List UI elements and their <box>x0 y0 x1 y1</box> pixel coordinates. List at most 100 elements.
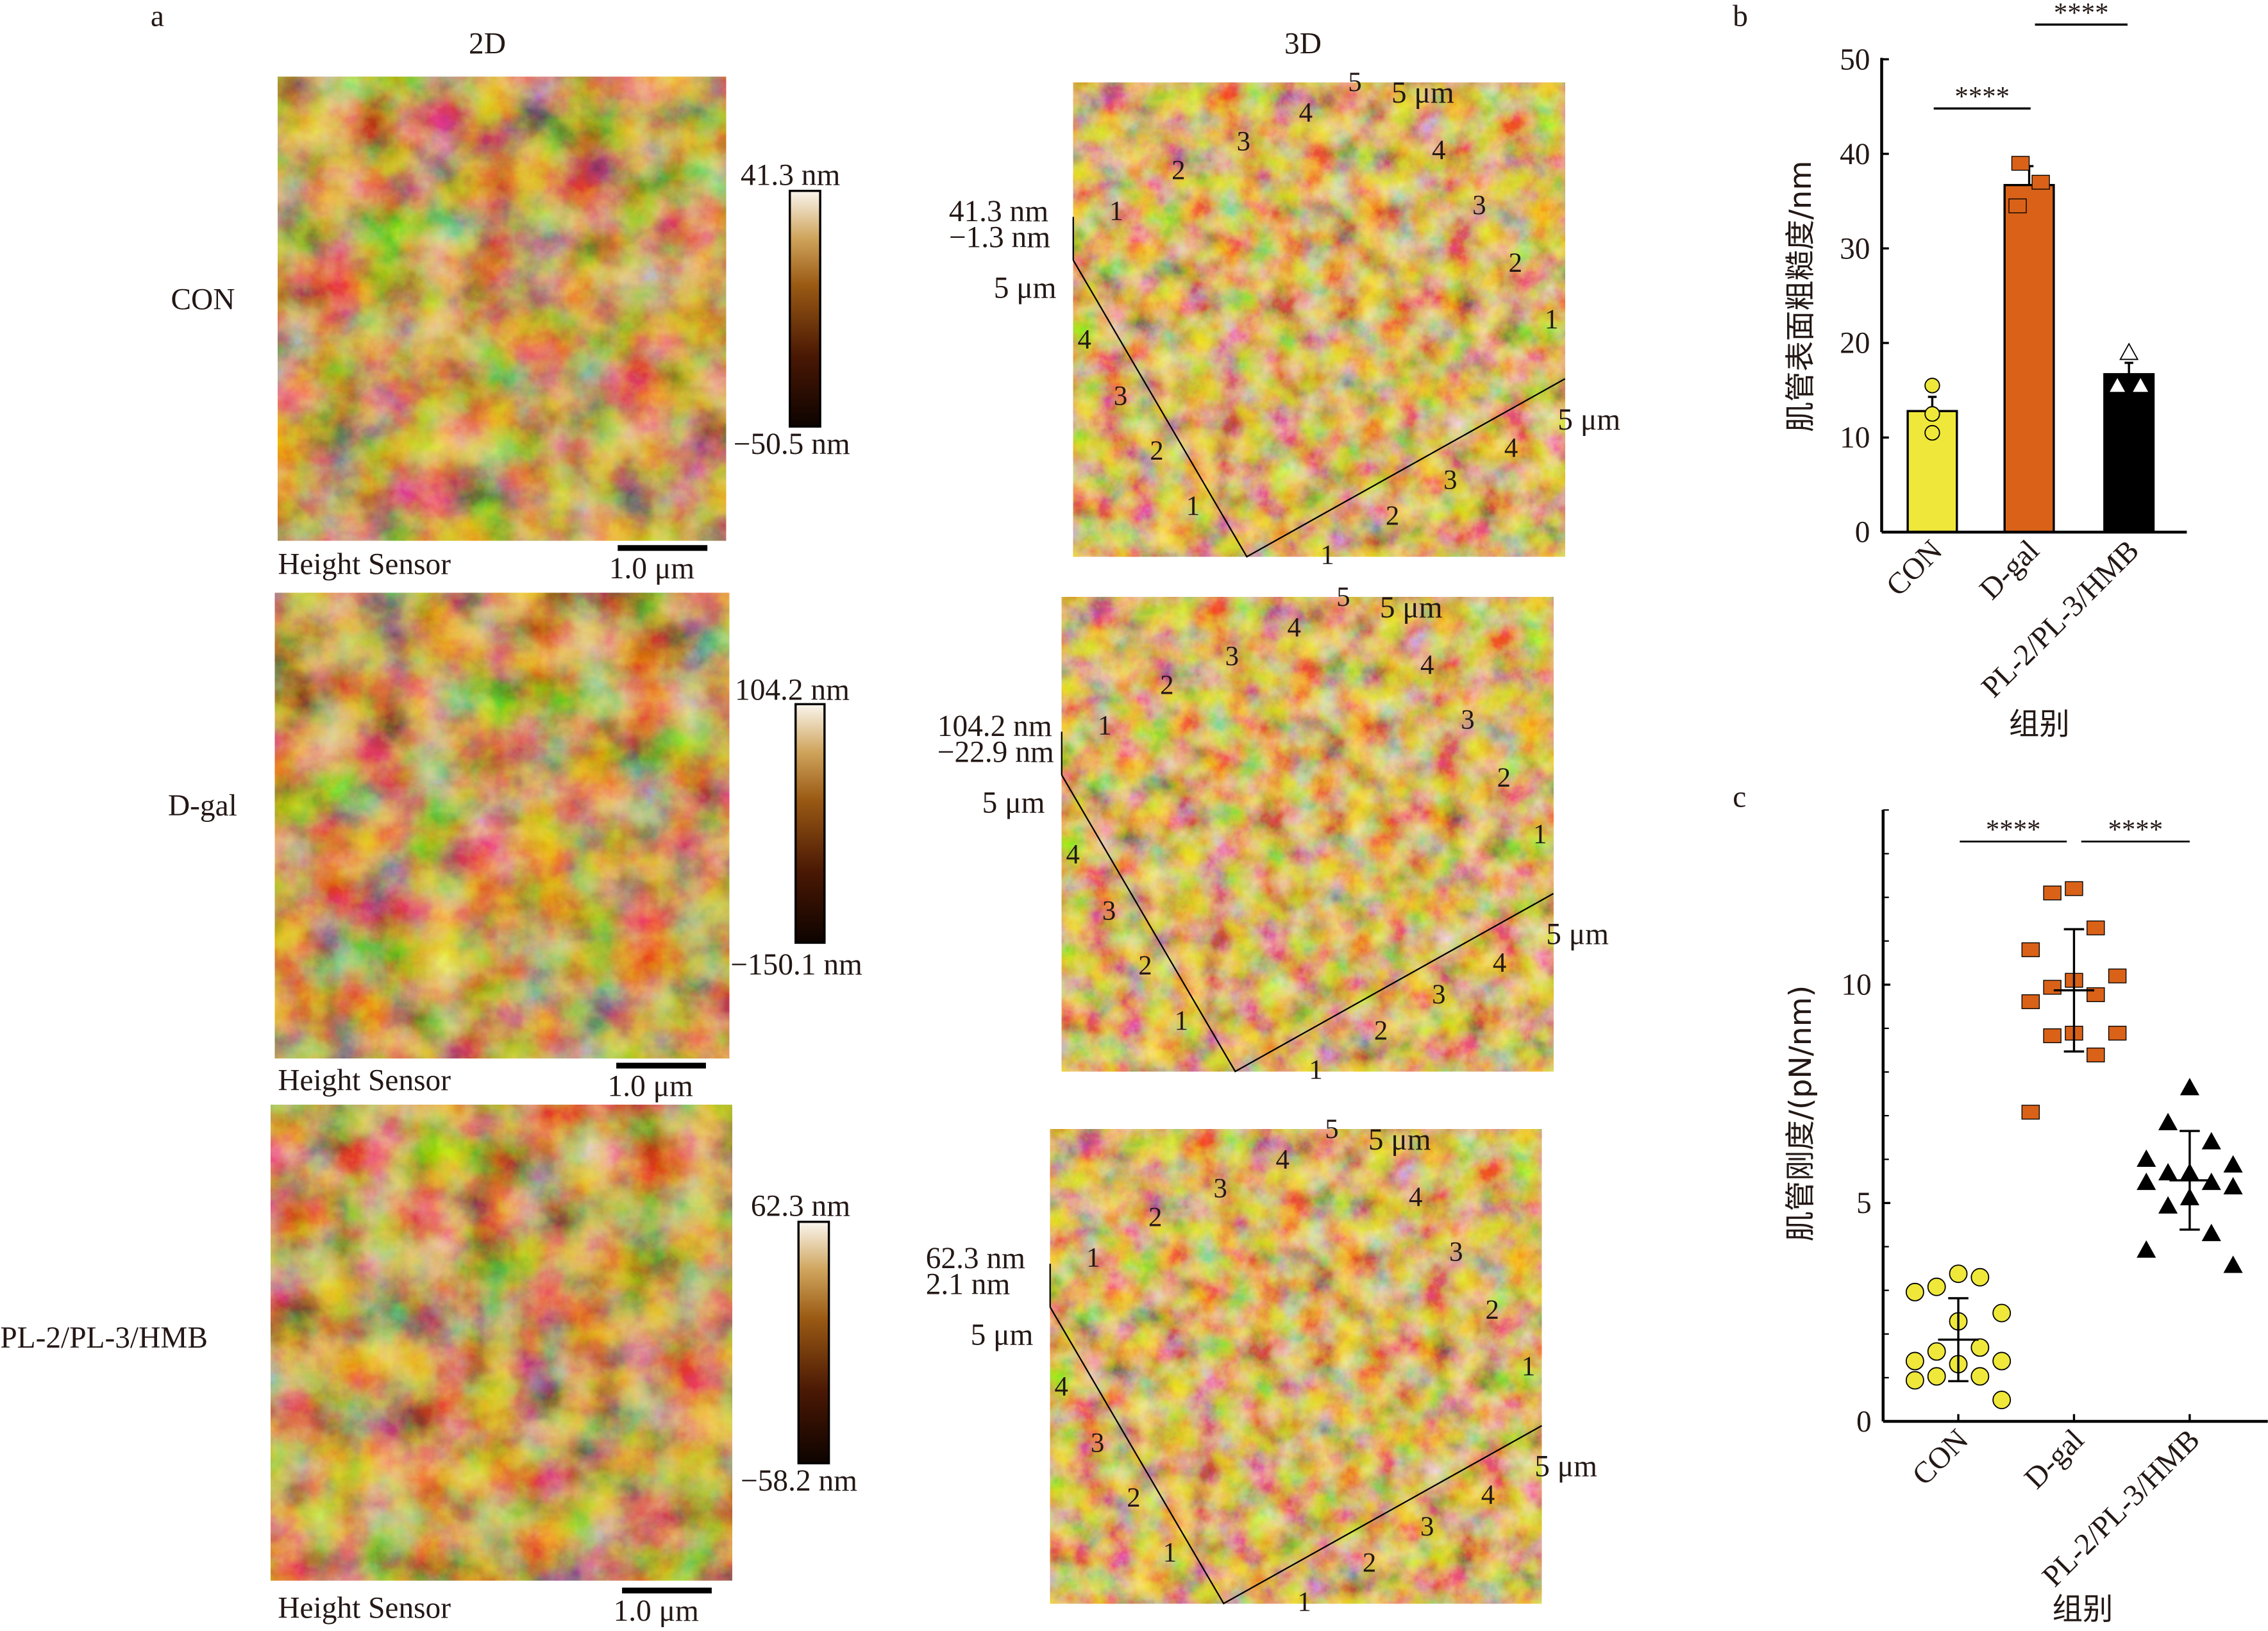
y-axis-label: 肌管表面粗糙度/nm <box>1783 161 1819 433</box>
axis-tick: 3 <box>1472 190 1486 221</box>
3d-axes <box>1061 774 1554 1073</box>
axis-tick: 2 <box>1497 763 1511 793</box>
data-point <box>2223 1176 2243 1194</box>
panel-b-label: b <box>1733 0 1748 33</box>
data-point <box>2223 1255 2243 1273</box>
axis-tick: 2 <box>1486 1295 1499 1325</box>
axis-tick: 2 <box>1509 248 1522 278</box>
bar-1 <box>2003 183 2055 533</box>
y-tick-label: 30 <box>1840 232 1870 265</box>
z-min-label: −1.3 nm <box>949 221 1050 255</box>
data-point <box>1924 424 1940 441</box>
data-point <box>2137 1149 2156 1167</box>
data-point <box>2043 1028 2062 1044</box>
colorbar <box>797 1221 830 1465</box>
column-2d-title: 2D <box>469 27 506 60</box>
axis-tick: 3 <box>1443 465 1457 495</box>
axis-tick: 1 <box>1545 305 1558 335</box>
axis-tick: 3 <box>1461 705 1474 735</box>
data-point <box>2021 942 2040 957</box>
x-tick-label: CON <box>1880 534 1949 603</box>
bar-2 <box>2103 372 2155 533</box>
data-point <box>2065 881 2083 896</box>
y-tick-label: 0 <box>1856 1405 1872 1439</box>
x-tick-label: D-gal <box>2018 1423 2090 1496</box>
data-point <box>2108 1025 2127 1041</box>
x-axis-label: 组别 <box>2009 707 2070 742</box>
y-axis-label: 肌管刚度/(pN/nm) <box>1783 985 1819 1242</box>
axis-tick: 4 <box>1409 1182 1422 1212</box>
colorbar-max: 41.3 nm <box>741 159 840 192</box>
data-point <box>1992 1351 2012 1371</box>
axis-tick: 3 <box>1114 381 1127 411</box>
axis-tick: 1 <box>1533 819 1547 849</box>
data-point <box>1992 1391 2012 1410</box>
afm-row-con: CON Height Sensor 1.0 μm 41.3 nm −50.5 nm 41.… <box>171 67 1620 585</box>
axis-tick: 3 <box>1432 980 1445 1010</box>
axis-tick: 4 <box>1078 325 1091 355</box>
axis-tick: 3 <box>1225 641 1239 671</box>
axis-tick: 2 <box>1386 501 1399 531</box>
axis-tick: 4 <box>1276 1144 1289 1175</box>
data-point <box>1924 406 1940 422</box>
data-point <box>1927 1342 1946 1361</box>
axis-tick: 4 <box>1481 1480 1495 1510</box>
significance-label: **** <box>2054 0 2109 28</box>
axis-tick: 3 <box>1214 1173 1227 1203</box>
data-point <box>2201 1132 2221 1150</box>
data-point <box>2021 994 2040 1009</box>
afm-2d-height-map <box>271 1105 732 1581</box>
y-tick-label: 50 <box>1840 43 1870 76</box>
data-point <box>2201 1173 2221 1191</box>
axis-tick: 4 <box>1432 135 1445 165</box>
axis-tick: 1 <box>1098 711 1111 741</box>
axis-unit-label: 5 μm <box>971 1318 1034 1351</box>
axis-tick: 3 <box>1102 896 1116 926</box>
x-axis-label: 组别 <box>2053 1592 2113 1627</box>
data-point <box>2021 1105 2040 1120</box>
data-point <box>2131 375 2151 394</box>
axis-unit-label: 5 μm <box>1391 76 1454 110</box>
colorbar-min: −50.5 nm <box>734 428 850 461</box>
axis-unit-label: 5 μm <box>1534 1450 1597 1484</box>
colorbar <box>794 703 826 944</box>
axis-tick: 4 <box>1504 433 1518 464</box>
y-tick-label: 10 <box>1840 421 1870 455</box>
x-tick-label: D-gal <box>1973 534 2045 606</box>
axis-tick: 1 <box>1163 1538 1177 1568</box>
axis-tick: 4 <box>1493 948 1506 978</box>
axis-tick: 5 <box>1325 1114 1338 1144</box>
data-point <box>2043 885 2062 901</box>
axis-tick: 3 <box>1449 1237 1463 1267</box>
data-point <box>2180 1078 2199 1096</box>
axis-tick: 1 <box>1320 540 1334 571</box>
data-point <box>2223 1155 2243 1173</box>
data-point <box>2087 1048 2105 1063</box>
significance-label: **** <box>1954 82 2010 112</box>
panel-c-label: c <box>1733 780 1746 814</box>
axis-unit-label: 5 μm <box>982 786 1045 819</box>
data-point <box>2043 980 2062 995</box>
data-point <box>2108 968 2127 983</box>
axis-tick: 2 <box>1138 951 1152 981</box>
axis-unit-label: 5 μm <box>1546 918 1609 951</box>
height-sensor-label: Height Sensor <box>278 1592 451 1625</box>
3d-axes <box>1049 1307 1543 1605</box>
data-point <box>1905 1351 1924 1371</box>
axis-tick: 2 <box>1127 1483 1140 1513</box>
data-point <box>1992 1303 2012 1323</box>
axis-tick: 1 <box>1109 196 1123 226</box>
axis-tick: 3 <box>1237 127 1250 157</box>
axis-tick: 4 <box>1054 1371 1068 1401</box>
data-point <box>2137 1240 2156 1258</box>
column-3d-title: 3D <box>1284 27 1322 60</box>
data-point <box>2158 1112 2178 1130</box>
colorbar-min: −150.1 nm <box>730 948 862 982</box>
data-point <box>2108 375 2128 394</box>
data-point <box>1905 1282 1924 1301</box>
axis-tick: 1 <box>1175 1006 1188 1036</box>
axis-unit-label: 5 μm <box>994 272 1057 305</box>
